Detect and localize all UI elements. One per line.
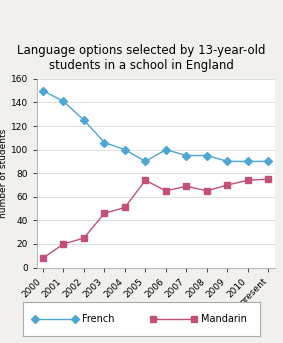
Mandarin — [41, 256, 45, 260]
Y-axis label: number of students: number of students — [0, 129, 8, 218]
French — [205, 153, 209, 157]
Mandarin — [185, 184, 188, 188]
Text: French: French — [82, 314, 115, 324]
French — [144, 159, 147, 164]
Mandarin — [144, 178, 147, 182]
Line: French: French — [40, 88, 271, 164]
French — [164, 147, 168, 152]
Line: Mandarin: Mandarin — [40, 176, 271, 261]
French — [123, 147, 127, 152]
Text: Language options selected by 13-year-old
students in a school in England: Language options selected by 13-year-old… — [17, 44, 266, 72]
Mandarin — [103, 211, 106, 215]
Mandarin — [226, 183, 229, 187]
Text: Mandarin: Mandarin — [201, 314, 247, 324]
French — [82, 118, 86, 122]
French — [185, 153, 188, 157]
French — [62, 99, 65, 103]
French — [41, 88, 45, 93]
French — [103, 141, 106, 145]
Mandarin — [164, 189, 168, 193]
Mandarin — [123, 205, 127, 210]
Mandarin — [82, 236, 86, 240]
Mandarin — [205, 189, 209, 193]
Mandarin — [267, 177, 270, 181]
French — [226, 159, 229, 164]
Mandarin — [246, 178, 250, 182]
Mandarin — [62, 242, 65, 246]
French — [267, 159, 270, 164]
French — [246, 159, 250, 164]
